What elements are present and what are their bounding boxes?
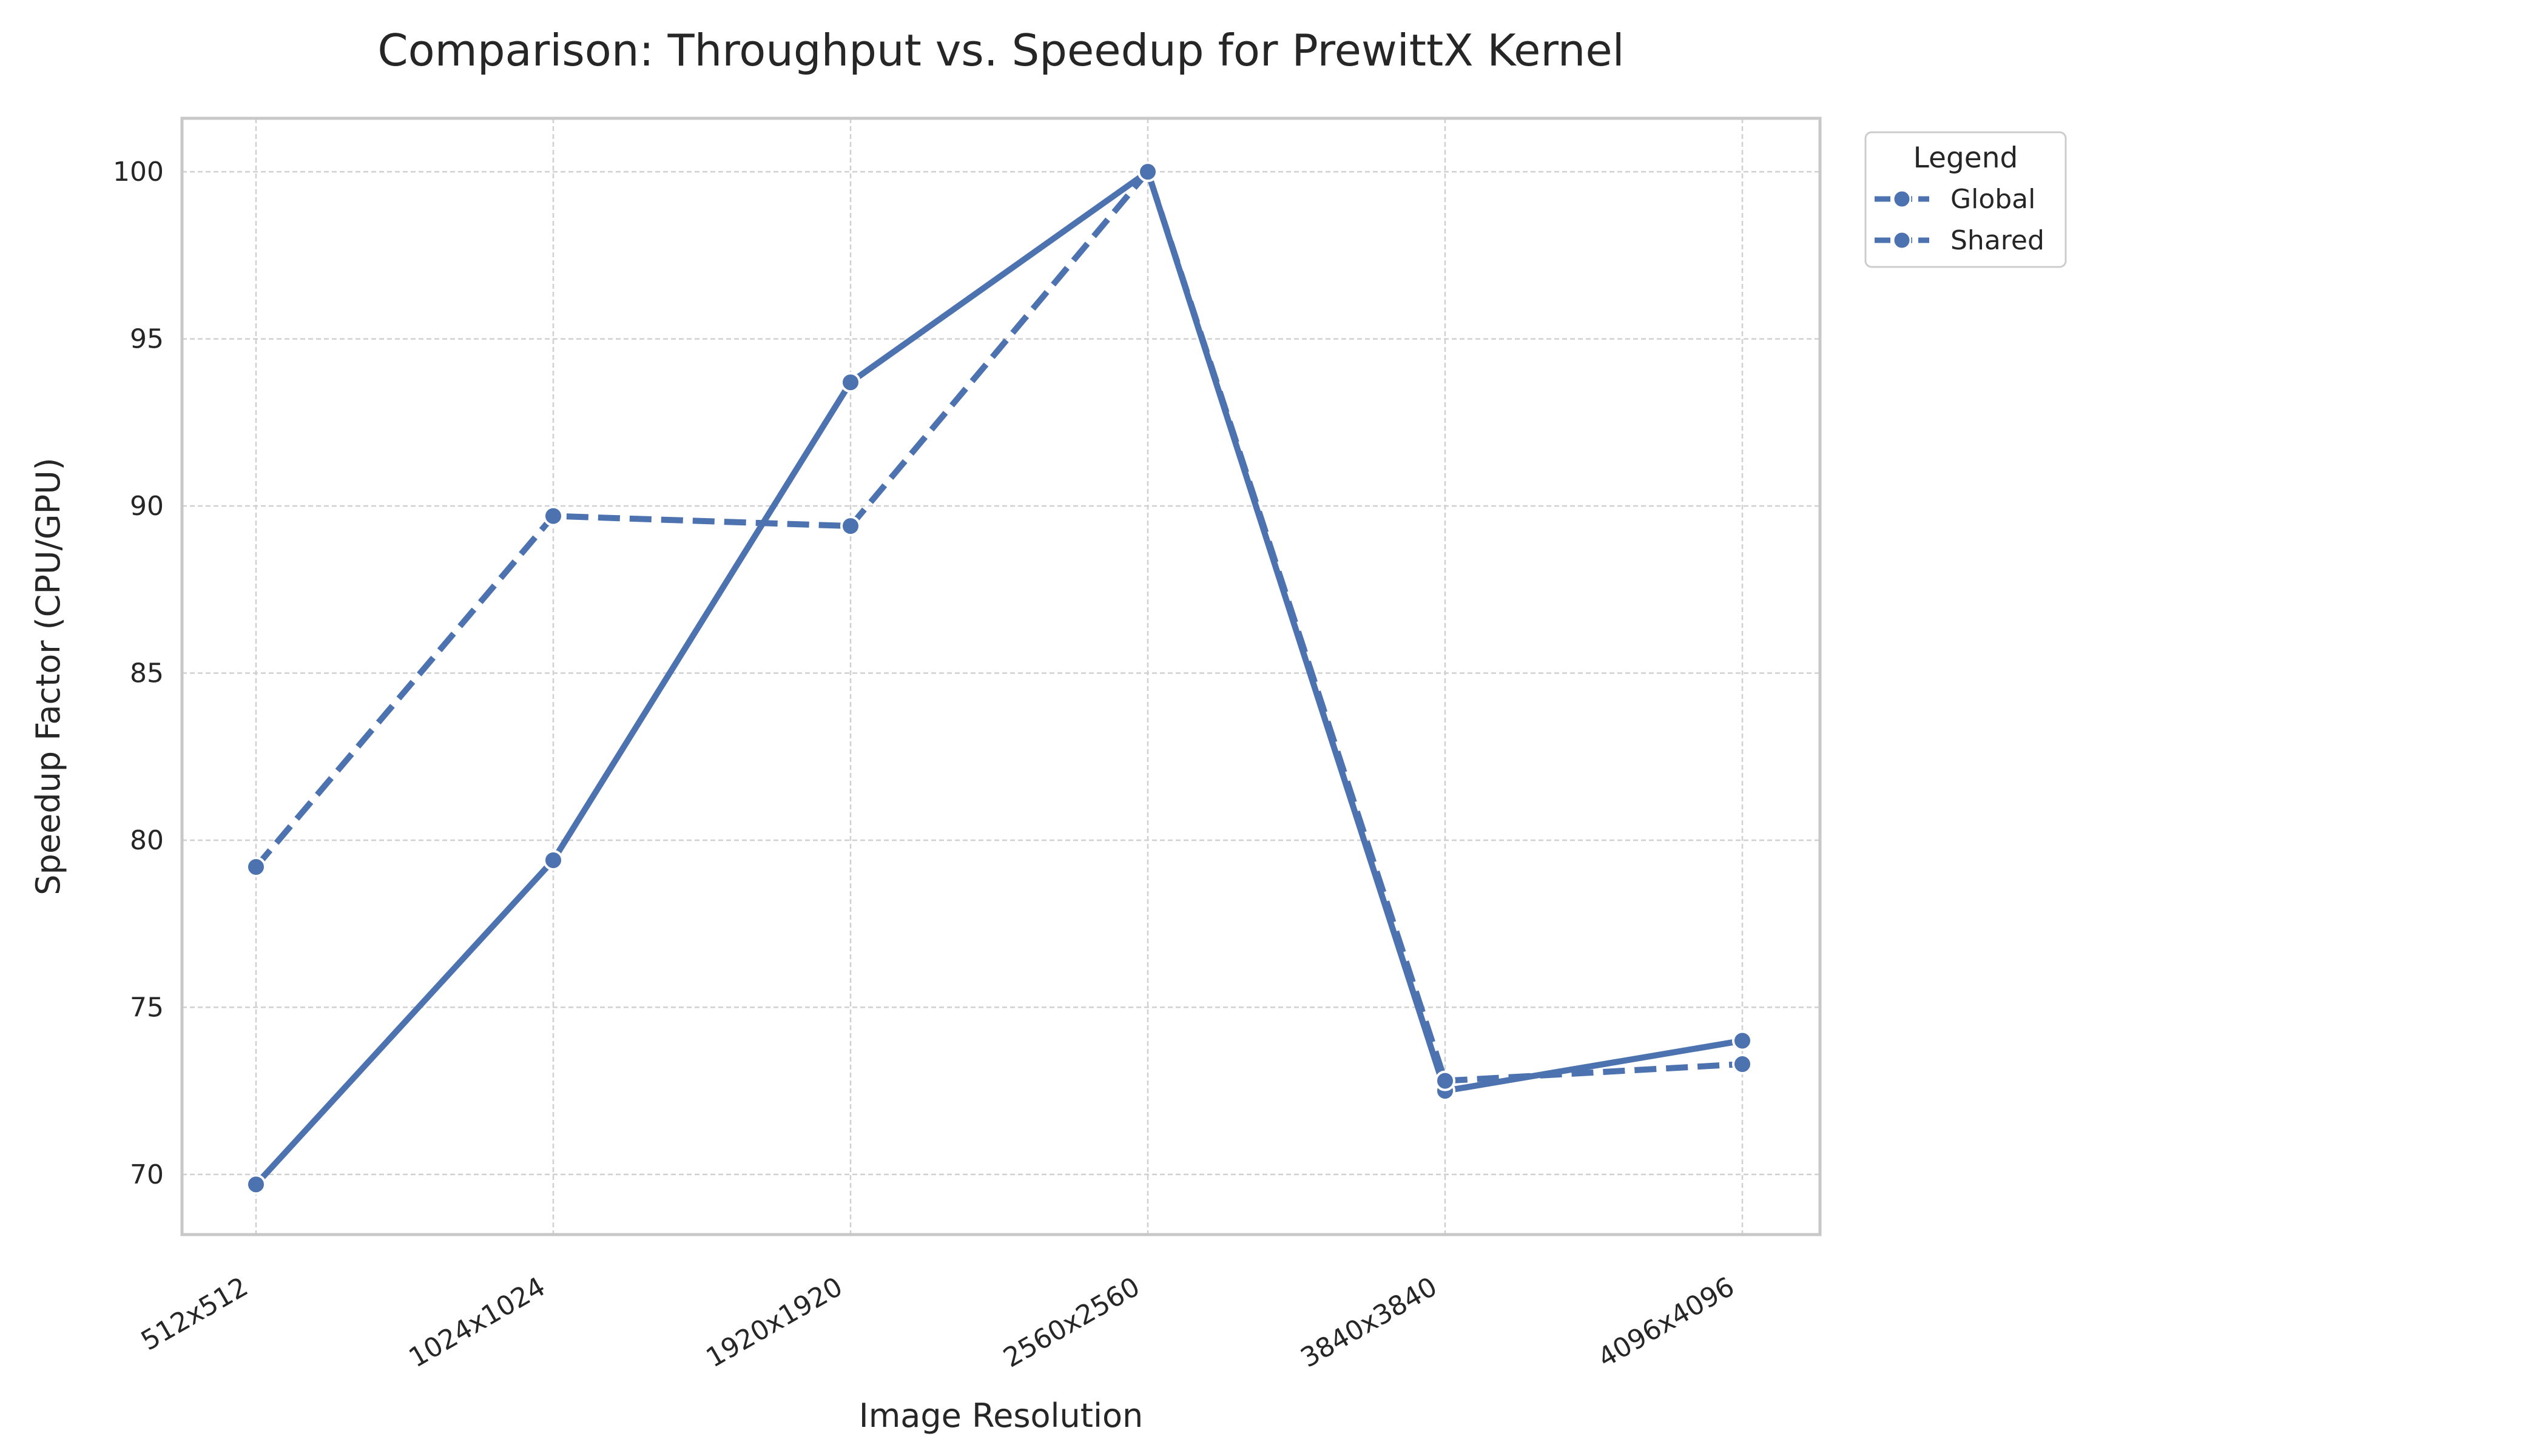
series-line-global xyxy=(254,169,1743,1187)
data-point xyxy=(246,857,266,878)
x-tick-label: 1920x1920 xyxy=(701,1271,848,1373)
y-tick-label: 70 xyxy=(130,1159,164,1190)
y-tick-label: 85 xyxy=(130,658,164,689)
series-global xyxy=(246,161,1753,1195)
chart-title: Comparison: Throughput vs. Speedup for P… xyxy=(377,25,1624,76)
data-point xyxy=(1435,1070,1455,1091)
data-point xyxy=(543,505,564,527)
legend-label: Global xyxy=(1950,184,2035,215)
y-tick-label: 95 xyxy=(130,324,164,355)
x-axis-label: Image Resolution xyxy=(859,1397,1143,1435)
x-tick-label: 4096x4096 xyxy=(1592,1271,1739,1373)
y-axis-label: Speedup Factor (CPU/GPU) xyxy=(29,457,67,895)
plot-area xyxy=(180,116,1822,1236)
data-point xyxy=(1732,1054,1753,1075)
x-tick-label: 3840x3840 xyxy=(1295,1271,1442,1373)
y-tick-label: 80 xyxy=(130,825,164,856)
data-point xyxy=(1138,161,1158,183)
x-tick-label: 512x512 xyxy=(136,1271,254,1357)
legend-label: Shared xyxy=(1950,225,2044,256)
y-tick-label: 90 xyxy=(130,491,164,522)
series-shared xyxy=(246,161,1753,1091)
legend-marker xyxy=(1892,231,1912,250)
data-point xyxy=(246,1174,266,1195)
series-line-shared xyxy=(254,169,1743,1084)
data-point xyxy=(840,516,861,537)
y-tick-label: 100 xyxy=(113,157,164,187)
legend-entry-global: Global xyxy=(1875,184,2035,215)
data-point xyxy=(543,849,564,871)
legend: Legend Global Shared xyxy=(1864,131,2067,268)
data-point xyxy=(1732,1030,1753,1051)
legend-title: Legend xyxy=(1913,141,2018,175)
legend-entries: Global Shared xyxy=(1875,184,2044,256)
legend-box xyxy=(1864,131,2067,268)
y-tick-label: 75 xyxy=(130,992,164,1023)
legend-marker xyxy=(1892,189,1912,209)
series-layer xyxy=(246,161,1753,1195)
data-point xyxy=(840,372,861,393)
x-tick-label: 1024x1024 xyxy=(403,1271,550,1373)
legend-entry-shared: Shared xyxy=(1875,225,2044,256)
x-tick-label: 2560x2560 xyxy=(998,1271,1145,1373)
grid-layer xyxy=(182,118,1820,1235)
